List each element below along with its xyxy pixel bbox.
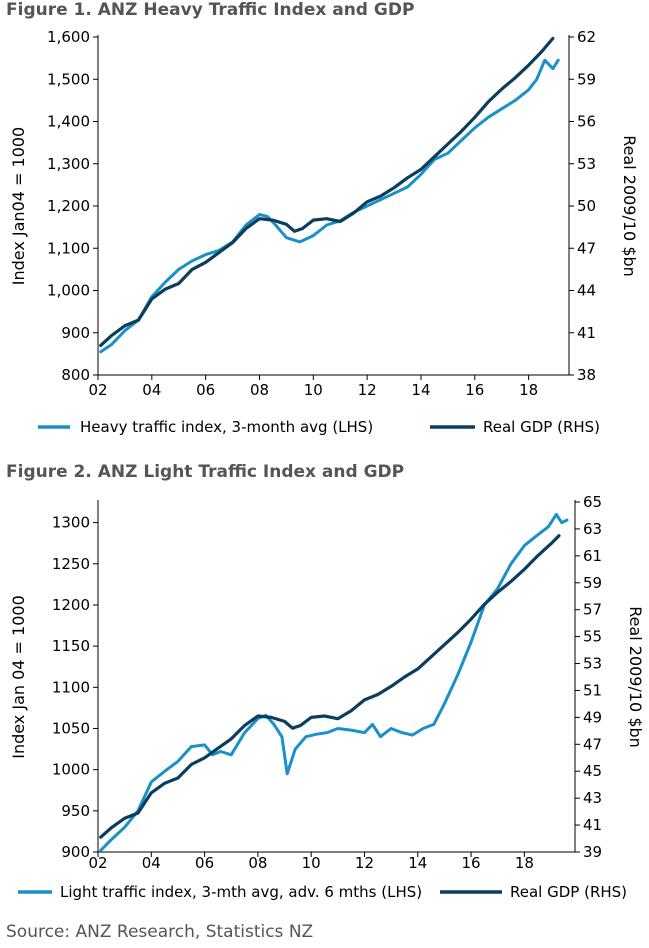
x-tick-label: 06 (196, 381, 215, 399)
y-tick-label: 900 (61, 324, 90, 342)
y-tick-label: 1,200 (47, 197, 90, 215)
traffic-index-line (99, 512, 569, 852)
figure-2-title: Figure 2. ANZ Light Traffic Index and GD… (6, 462, 405, 482)
x-tick-label: 10 (302, 854, 321, 872)
y-axis-title: Index Jan04 = 1000 (9, 127, 28, 285)
y2-tick-label: 41 (577, 324, 596, 342)
x-tick-label: 02 (88, 381, 107, 399)
y2-tick-label: 53 (583, 655, 602, 673)
y2-tick-label: 56 (577, 113, 596, 131)
y2-tick-label: 47 (583, 735, 602, 753)
y-tick-label: 1050 (52, 719, 90, 737)
figure-1-title: Figure 1. ANZ Heavy Traffic Index and GD… (6, 0, 415, 20)
y-tick-label: 1150 (52, 637, 90, 655)
x-tick-label: 10 (304, 381, 323, 399)
y2-tick-label: 50 (577, 197, 596, 215)
x-tick-label: 04 (142, 854, 161, 872)
x-tick-label: 12 (355, 854, 374, 872)
y2-axis-title: Real 2009/10 $bn (626, 606, 645, 748)
traffic-index-line (99, 58, 560, 354)
y2-tick-label: 59 (577, 70, 596, 88)
heavy-traffic-chart: 800 900 1,000 1,100 1,200 1,300 1,400 1,500 1,60… (9, 28, 639, 436)
y2-tick-label: 59 (583, 574, 602, 592)
legend-label: Real GDP (RHS) (510, 883, 627, 901)
x-tick-label: 04 (142, 381, 161, 399)
y-tick-label: 1,500 (47, 70, 90, 88)
x-tick-label: 12 (358, 381, 377, 399)
real-gdp-line (99, 534, 561, 839)
y2-tick-label: 44 (577, 282, 596, 300)
legend-label: Light traffic index, 3-mth avg, adv. 6 m… (60, 883, 422, 901)
y-tick-label: 1000 (52, 761, 90, 779)
y2-tick-label: 65 (583, 493, 602, 511)
y-tick-label: 1300 (52, 514, 90, 532)
y2-tick-label: 38 (577, 366, 596, 384)
legend-label: Real GDP (RHS) (483, 418, 600, 436)
y2-tick-label: 41 (583, 816, 602, 834)
y-tick-label: 950 (61, 802, 90, 820)
y-tick-label: 800 (61, 366, 90, 384)
y2-axis-title: Real 2009/10 $bn (620, 135, 639, 277)
y-axis-title: Index Jan 04 = 1000 (9, 595, 28, 759)
y2-tick-label: 61 (583, 547, 602, 565)
y-tick-label: 1,600 (47, 28, 90, 46)
y-tick-label: 1,100 (47, 239, 90, 257)
real-gdp-line (99, 36, 555, 347)
legend-label: Heavy traffic index, 3-month avg (LHS) (80, 418, 373, 436)
y2-tick-label: 53 (577, 155, 596, 173)
y2-tick-label: 51 (583, 681, 602, 699)
y2-tick-label: 62 (577, 28, 596, 46)
y-tick-label: 1,000 (47, 282, 90, 300)
y-tick-label: 1200 (52, 596, 90, 614)
y2-tick-label: 49 (583, 708, 602, 726)
y-tick-label: 1100 (52, 678, 90, 696)
y-tick-label: 1,400 (47, 113, 90, 131)
x-tick-label: 16 (462, 854, 481, 872)
y2-tick-label: 57 (583, 601, 602, 619)
y2-tick-label: 39 (583, 843, 602, 861)
y2-tick-label: 63 (583, 520, 602, 538)
x-tick-label: 02 (88, 854, 107, 872)
y2-tick-label: 47 (577, 239, 596, 257)
x-tick-label: 18 (515, 854, 534, 872)
y2-tick-label: 45 (583, 762, 602, 780)
x-tick-label: 08 (250, 381, 269, 399)
y-tick-label: 1,300 (47, 155, 90, 173)
x-tick-label: 08 (248, 854, 267, 872)
x-tick-label: 14 (408, 854, 427, 872)
source-note: Source: ANZ Research, Statistics NZ (6, 922, 314, 942)
x-tick-label: 16 (465, 381, 484, 399)
y-tick-label: 1250 (52, 555, 90, 573)
y2-tick-label: 43 (583, 789, 602, 807)
y2-tick-label: 55 (583, 628, 602, 646)
x-tick-label: 14 (411, 381, 430, 399)
light-traffic-chart: 900 950 1000 1050 1100 1150 1200 1250 1300 39 41 43… (9, 493, 645, 901)
x-tick-label: 18 (519, 381, 538, 399)
y-tick-label: 900 (61, 843, 90, 861)
x-tick-label: 06 (195, 854, 214, 872)
